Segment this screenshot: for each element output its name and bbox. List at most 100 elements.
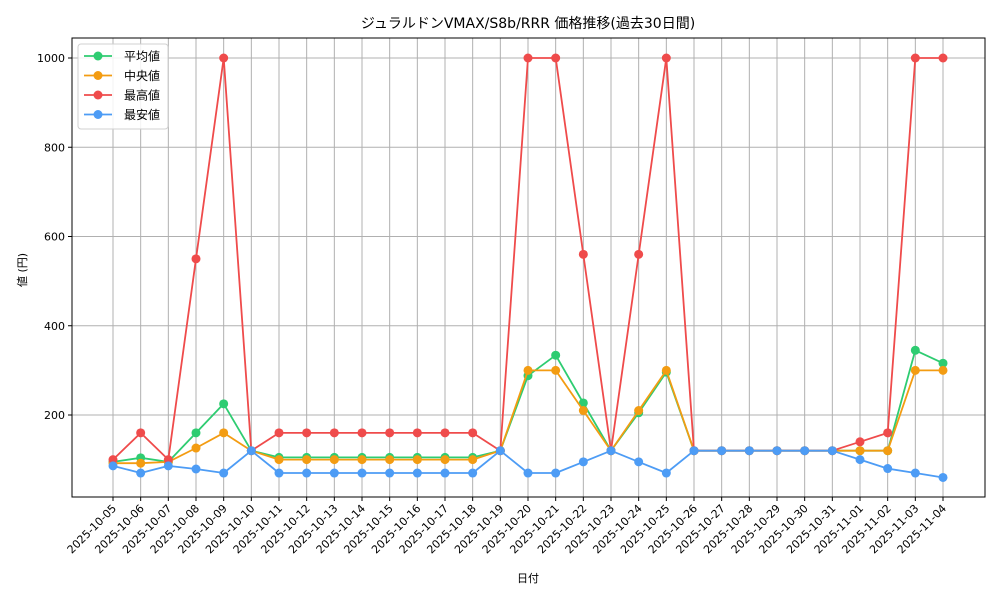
data-point	[634, 406, 644, 416]
data-point	[385, 468, 395, 478]
data-point	[661, 53, 671, 63]
legend-item: 平均値	[84, 49, 160, 64]
data-point	[246, 446, 256, 456]
data-point	[136, 428, 146, 438]
data-point	[551, 53, 561, 63]
data-point	[191, 428, 201, 438]
y-tick-label: 200	[44, 409, 65, 422]
data-point	[219, 468, 229, 478]
data-point	[910, 365, 920, 375]
legend-item: 最安値	[84, 107, 160, 122]
data-point	[910, 345, 920, 355]
data-point	[136, 458, 146, 468]
legend-label: 最安値	[124, 107, 160, 122]
data-point	[385, 428, 395, 438]
data-point	[855, 455, 865, 465]
data-point	[523, 53, 533, 63]
data-point	[302, 428, 312, 438]
data-point	[357, 455, 367, 465]
data-point	[219, 53, 229, 63]
data-point	[357, 428, 367, 438]
data-point	[274, 468, 284, 478]
data-point	[274, 428, 284, 438]
data-point	[523, 365, 533, 375]
y-tick-label: 400	[44, 320, 65, 333]
data-point	[744, 446, 754, 456]
data-point	[551, 468, 561, 478]
data-point	[329, 428, 339, 438]
data-point	[357, 468, 367, 478]
data-point	[827, 446, 837, 456]
data-point	[661, 365, 671, 375]
data-point	[551, 350, 561, 360]
data-point	[883, 464, 893, 474]
data-point	[219, 399, 229, 409]
legend-label: 中央値	[124, 68, 160, 83]
series-lines	[108, 53, 948, 482]
data-point	[938, 358, 948, 368]
data-point	[412, 468, 422, 478]
data-point	[689, 446, 699, 456]
data-point	[468, 468, 478, 478]
data-point	[108, 455, 118, 465]
data-point	[634, 457, 644, 467]
data-point	[440, 468, 450, 478]
grid-lines	[72, 38, 985, 497]
x-axis: 2025-10-052025-10-062025-10-072025-10-08…	[65, 497, 949, 556]
legend-marker-icon	[93, 71, 103, 80]
data-point	[578, 249, 588, 259]
data-point	[800, 446, 810, 456]
data-point	[191, 464, 201, 474]
data-point	[219, 428, 229, 438]
data-point	[855, 437, 865, 447]
data-point	[412, 455, 422, 465]
y-axis-label: 値 (円)	[16, 253, 29, 287]
data-point	[523, 468, 533, 478]
data-point	[329, 468, 339, 478]
data-point	[495, 446, 505, 456]
legend-label: 平均値	[124, 49, 160, 64]
data-point	[329, 455, 339, 465]
data-point	[468, 428, 478, 438]
legend-label: 最高値	[124, 88, 160, 103]
data-point	[163, 461, 173, 471]
legend-box	[77, 43, 169, 130]
series-3	[108, 446, 948, 482]
data-point	[883, 446, 893, 456]
data-point	[440, 428, 450, 438]
legend-marker-icon	[93, 90, 103, 100]
data-point	[551, 365, 561, 375]
data-point	[578, 406, 588, 416]
y-axis: 200 400 600 800 1000	[37, 52, 72, 422]
data-point	[136, 468, 146, 478]
data-point	[385, 455, 395, 465]
y-tick-label: 600	[44, 231, 65, 244]
data-point	[938, 472, 948, 482]
data-point	[440, 455, 450, 465]
data-point	[302, 455, 312, 465]
data-point	[302, 468, 312, 478]
y-tick-label: 800	[44, 141, 65, 154]
data-point	[108, 461, 118, 471]
legend-marker-icon	[93, 51, 103, 61]
data-point	[163, 455, 173, 465]
data-point	[883, 428, 893, 438]
data-point	[634, 249, 644, 259]
data-point	[578, 398, 588, 408]
x-axis-label: 日付	[517, 572, 539, 585]
data-point	[468, 455, 478, 465]
y-tick-label: 1000	[37, 52, 65, 65]
legend-item: 中央値	[84, 68, 160, 83]
data-point	[661, 468, 671, 478]
chart-title: ジュラルドンVMAX/S8b/RRR 価格推移(過去30日間)	[361, 16, 695, 32]
data-point	[910, 468, 920, 478]
legend-item: 最高値	[84, 88, 160, 103]
legend-marker-icon	[93, 110, 103, 119]
data-point	[717, 446, 727, 456]
data-point	[606, 446, 616, 456]
data-point	[578, 457, 588, 467]
data-point	[772, 446, 782, 456]
